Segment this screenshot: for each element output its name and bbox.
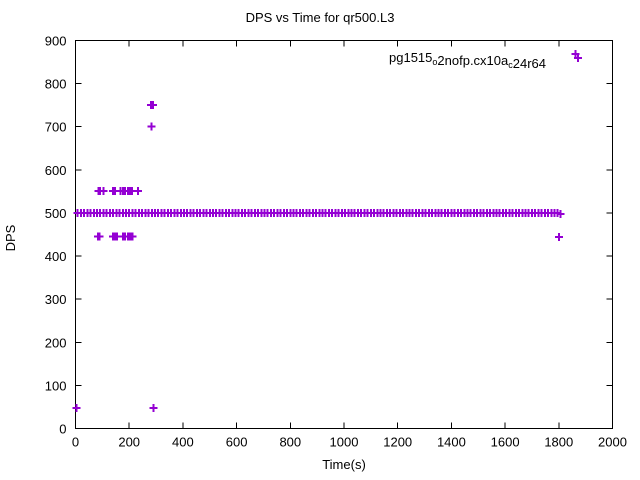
- data-point: [95, 232, 104, 241]
- y-axis-ticks: 0 100 200 300 400 500 600 700 800 900: [45, 34, 613, 437]
- data-point: [149, 404, 158, 413]
- x-tick-label: 600: [226, 435, 248, 450]
- x-tick-label: 200: [118, 435, 140, 450]
- legend-marker-plus-icon: [574, 54, 582, 62]
- plot-legend: pg1515o2nofp.cx10ac24r64: [389, 50, 582, 71]
- x-tick-label: 1000: [330, 435, 359, 450]
- plot-frame: [75, 40, 613, 429]
- x-tick-label: 0: [72, 435, 79, 450]
- y-axis-label: DPS: [3, 224, 18, 251]
- x-tick-label: 1800: [544, 435, 573, 450]
- y-tick-label: 300: [45, 292, 67, 307]
- data-point: [554, 233, 563, 242]
- x-axis-label: Time(s): [322, 457, 366, 472]
- y-tick-label: 500: [45, 206, 67, 221]
- y-tick-label: 600: [45, 163, 67, 178]
- y-tick-label: 0: [59, 422, 66, 437]
- x-tick-label: 800: [279, 435, 301, 450]
- data-point: [556, 210, 565, 219]
- data-point: [128, 232, 137, 241]
- data-point: [99, 186, 108, 195]
- legend-entry-label: pg1515o2nofp.cx10ac24r64: [389, 50, 546, 71]
- x-tick-label: 1600: [491, 435, 520, 450]
- legend-marker-plus-icon: [574, 54, 582, 62]
- x-tick-label: 400: [172, 435, 194, 450]
- chart-title: DPS vs Time for qr500.L3: [246, 10, 395, 25]
- data-point: [571, 49, 580, 58]
- y-tick-label: 900: [45, 34, 67, 49]
- y-tick-label: 400: [45, 249, 67, 264]
- y-tick-label: 800: [45, 77, 67, 92]
- x-tick-label: 2000: [598, 435, 627, 450]
- x-axis-ticks: 0 200 400 600 800 1000 1200 1400 1600 1800 2000: [72, 40, 627, 450]
- x-tick-label: 1400: [437, 435, 466, 450]
- x-tick-label: 1200: [383, 435, 412, 450]
- data-point-group: [72, 49, 580, 413]
- y-tick-label: 200: [45, 335, 67, 350]
- y-tick-label: 700: [45, 120, 67, 135]
- data-point: [133, 186, 142, 195]
- y-tick-label: 100: [45, 378, 67, 393]
- data-point: [147, 122, 156, 131]
- data-point: [148, 101, 157, 110]
- data-point: [72, 403, 81, 412]
